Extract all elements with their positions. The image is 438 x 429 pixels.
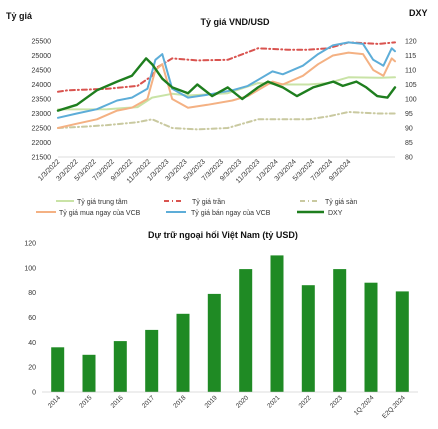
fx-series-group [56, 41, 397, 131]
legend-item-dxy: DXY [297, 210, 343, 217]
legend-label-floor: Tỷ giá sàn [325, 199, 357, 206]
fx-chart: Tỷ giá VND/USD Tỷ giá DXY 25500 25000 2450… [6, 8, 428, 217]
reserves-bar [145, 329, 159, 392]
reserves-x-ticks: 2014 2015 2016 2017 2018 2019 2020 2021 2022 2023… [47, 394, 407, 420]
reserves-x-tick-label: 2023 [329, 394, 344, 409]
reserves-y-tick-label: 80 [28, 290, 36, 297]
reserves-chart: Dự trữ ngoại hối Việt Nam (tỷ USD) 120 10… [24, 230, 418, 420]
legend-item-ceiling: Tỷ giá trần [164, 197, 225, 206]
reserves-bar [113, 341, 127, 392]
fx-y2-tick-label: 90 [405, 126, 413, 133]
fx-x-ticks: 1/3/20223/3/20225/3/20227/3/20229/3/2022… [37, 158, 352, 185]
reserves-bar [395, 291, 409, 392]
fx-y2-tick-label: 115 [405, 53, 416, 60]
legend-label-vcb-buy: Tỷ giá mua ngay của VCB [59, 209, 141, 217]
reserves-bar [270, 255, 284, 392]
reserves-y-tick-label: 100 [24, 265, 36, 272]
reserves-y-ticks: 120 100 80 60 40 20 0 [24, 241, 36, 397]
fx-y2-tick-label: 110 [405, 68, 416, 75]
legend-item-vcb-buy: Tỷ giá mua ngay của VCB [36, 209, 141, 217]
fx-series-floor [57, 111, 396, 131]
reserves-x-tick-label: E2Q.2024 [381, 394, 407, 420]
legend-item-floor: Tỷ giá sàn [300, 199, 357, 206]
fx-y-tick-label: 25000 [32, 53, 52, 60]
fx-chart-title: Tỷ giá VND/USD [200, 17, 270, 27]
reserves-y-tick-label: 20 [28, 365, 36, 372]
legend-label-dxy: DXY [328, 210, 343, 217]
reserves-bar [239, 269, 253, 392]
fx-y2-tick-label: 120 [405, 39, 417, 46]
fx-series-vcb-sell [57, 41, 396, 119]
fx-legend: Tỷ giá trung tâm Tỷ giá trần Tỷ giá sàn … [36, 197, 357, 217]
fx-y-axis-label: Tỷ giá [6, 11, 33, 21]
reserves-bar [82, 354, 96, 393]
reserves-x-tick-label: 2016 [110, 394, 125, 409]
fx-y-tick-label: 25500 [32, 39, 52, 46]
reserves-y-tick-label: 60 [28, 315, 36, 322]
reserves-bars [51, 255, 409, 393]
reserves-bar [301, 285, 315, 392]
fx-y-tick-label: 24500 [32, 68, 52, 75]
fx-y2-tick-label: 85 [405, 140, 413, 147]
reserves-x-tick-label: 2015 [78, 394, 93, 409]
reserves-x-tick-label: 2022 [298, 394, 313, 409]
fx-y-tick-label: 22000 [32, 140, 52, 147]
fx-y-ticks: 25500 25000 24500 24000 23500 23000 22500 22000… [32, 39, 52, 162]
legend-label-ceiling: Tỷ giá trần [192, 197, 225, 206]
fx-y-tick-label: 22500 [32, 126, 52, 133]
reserves-bar [364, 282, 378, 392]
fx-series-ceiling [57, 41, 396, 93]
fx-series-vcb-buy [57, 51, 396, 129]
reserves-bar [51, 347, 65, 392]
legend-item-vcb-sell: Tỷ giá bán ngay của VCB [166, 209, 271, 217]
fx-y2-tick-label: 100 [405, 97, 417, 104]
reserves-x-tick-label: 2020 [235, 394, 250, 409]
fx-y2-ticks: 120 115 110 105 100 95 90 85 80 [405, 39, 417, 162]
fx-y-tick-label: 24000 [32, 82, 52, 89]
reserves-bar [207, 293, 221, 392]
reserves-chart-title: Dự trữ ngoại hối Việt Nam (tỷ USD) [148, 230, 298, 240]
reserves-x-tick-label: 2014 [47, 394, 62, 409]
reserves-bar [333, 269, 347, 392]
reserves-y-tick-label: 0 [32, 390, 36, 397]
fx-series-dxy [56, 57, 397, 112]
reserves-x-tick-label: 1Q.2024 [353, 394, 376, 417]
reserves-x-tick-label: 2019 [204, 394, 219, 409]
fx-y-tick-label: 21500 [32, 155, 52, 162]
reserves-x-tick-label: 2018 [172, 394, 187, 409]
legend-item-central: Tỷ giá trung tâm [56, 199, 128, 206]
fx-y2-tick-label: 105 [405, 82, 417, 89]
fx-y2-tick-label: 95 [405, 111, 413, 118]
fx-y2-tick-label: 80 [405, 155, 413, 162]
legend-label-central: Tỷ giá trung tâm [77, 199, 128, 206]
reserves-x-tick-label: 2021 [266, 394, 281, 409]
reserves-y-tick-label: 40 [28, 340, 36, 347]
reserves-y-tick-label: 120 [24, 241, 36, 248]
reserves-x-tick-label: 2017 [141, 394, 156, 409]
legend-label-vcb-sell: Tỷ giá bán ngay của VCB [191, 209, 271, 217]
fx-y-tick-label: 23000 [32, 111, 52, 118]
fx-y2-axis-label: DXY [409, 8, 428, 18]
fx-y-tick-label: 23500 [32, 97, 52, 104]
reserves-bar [176, 313, 190, 392]
